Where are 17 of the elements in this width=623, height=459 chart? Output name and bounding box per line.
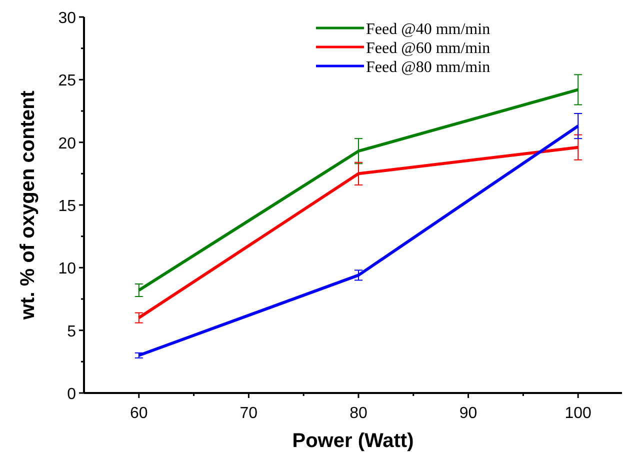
y-tick-label: 10	[58, 260, 76, 278]
legend-label: Feed @40 mm/min	[366, 21, 490, 38]
y-tick-label: 0	[67, 386, 76, 403]
legend-label: Feed @80 mm/min	[366, 59, 490, 76]
legend-label: Feed @60 mm/min	[366, 40, 490, 57]
x-tick-label: 60	[130, 405, 148, 422]
y-tick-label: 25	[58, 72, 76, 90]
x-axis-title: Power (Watt)	[292, 430, 414, 452]
y-tick-label: 15	[58, 198, 76, 215]
y-tick-label: 30	[58, 10, 76, 27]
x-tick-label: 90	[459, 405, 478, 422]
y-axis-title: wt. % of oxygen content	[17, 90, 39, 320]
x-tick-label: 100	[564, 405, 592, 422]
y-tick-label: 20	[58, 135, 76, 152]
x-tick-label: 70	[240, 405, 258, 422]
x-tick-label: 80	[350, 405, 368, 422]
y-tick-label: 5	[67, 323, 76, 340]
